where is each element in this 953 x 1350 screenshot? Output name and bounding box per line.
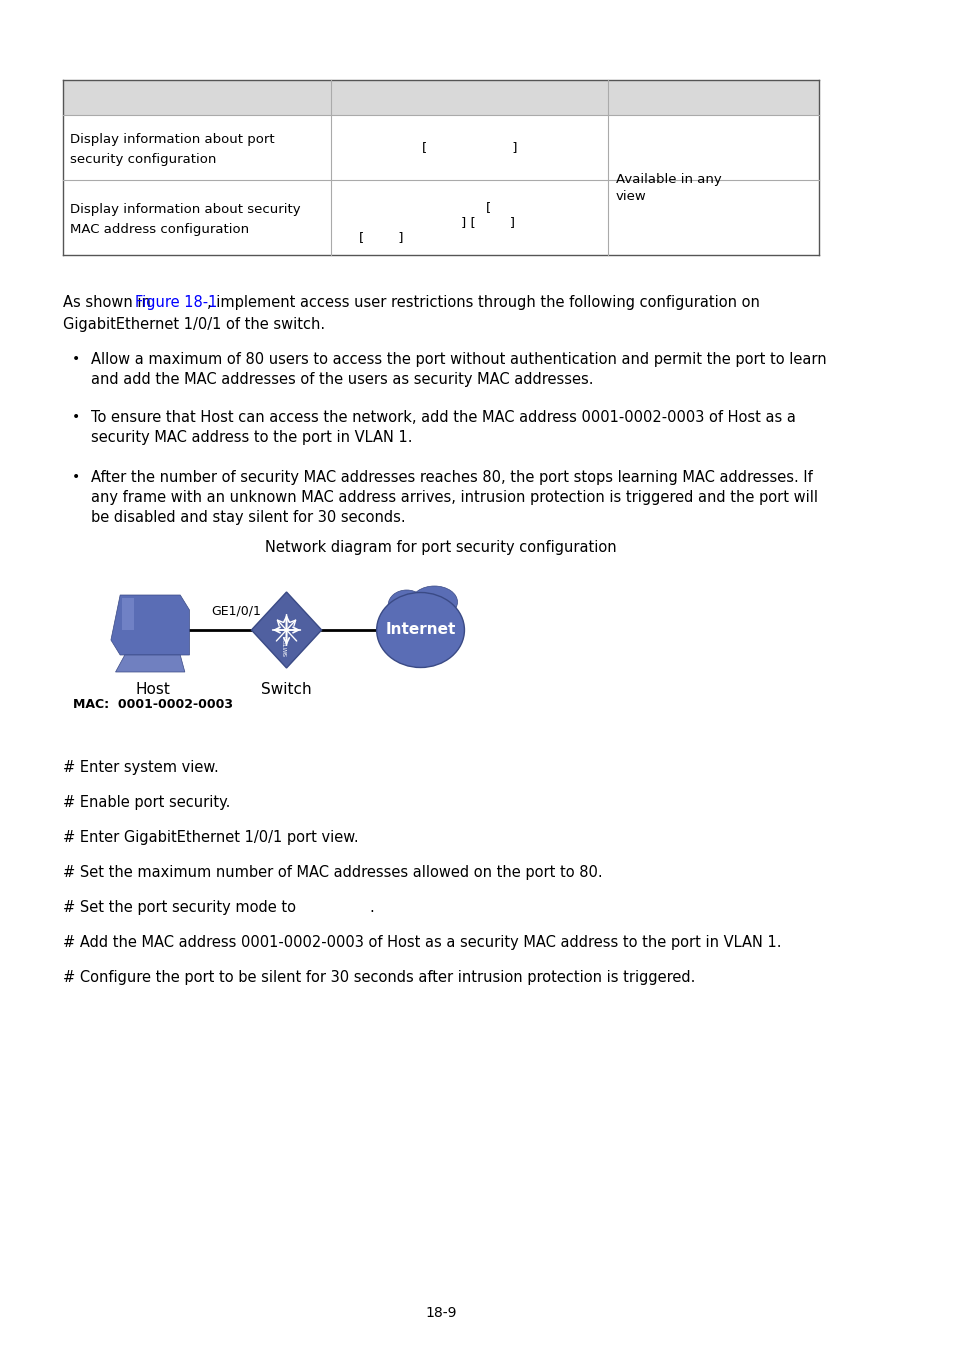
Text: # Set the port security mode to                .: # Set the port security mode to . [63, 900, 375, 915]
Text: # Set the maximum number of MAC addresses allowed on the port to 80.: # Set the maximum number of MAC addresse… [63, 865, 602, 880]
Text: Figure 18-1: Figure 18-1 [134, 296, 217, 310]
Text: , implement access user restrictions through the following configuration on: , implement access user restrictions thr… [207, 296, 760, 310]
Ellipse shape [385, 601, 417, 629]
Text: After the number of security MAC addresses reaches 80, the port stops learning M: After the number of security MAC address… [91, 470, 811, 485]
Text: •: • [72, 470, 80, 485]
Text: GigabitEthernet 1/0/1 of the switch.: GigabitEthernet 1/0/1 of the switch. [63, 317, 325, 332]
Text: [        ]: [ ] [358, 231, 403, 244]
Ellipse shape [376, 593, 464, 667]
Text: Host: Host [135, 682, 170, 697]
Polygon shape [252, 593, 321, 668]
Text: MAC:  0001-0002-0003: MAC: 0001-0002-0003 [72, 698, 233, 711]
Text: Switch: Switch [261, 682, 312, 697]
Text: ] [        ]: ] [ ] [460, 216, 515, 230]
Polygon shape [111, 595, 190, 655]
Text: Available in any: Available in any [615, 174, 720, 186]
Text: # Enter GigabitEthernet 1/0/1 port view.: # Enter GigabitEthernet 1/0/1 port view. [63, 830, 358, 845]
Text: # Enter system view.: # Enter system view. [63, 760, 218, 775]
Text: MAC address configuration: MAC address configuration [71, 223, 249, 236]
Polygon shape [122, 598, 133, 630]
Text: Display information about security: Display information about security [71, 202, 300, 216]
Text: security configuration: security configuration [71, 153, 216, 166]
Text: Network diagram for port security configuration: Network diagram for port security config… [265, 540, 616, 555]
Text: As shown in: As shown in [63, 296, 155, 310]
FancyBboxPatch shape [63, 80, 818, 115]
Text: [: [ [485, 201, 490, 215]
Text: Display information about port: Display information about port [71, 134, 274, 146]
Text: any frame with an unknown MAC address arrives, intrusion protection is triggered: any frame with an unknown MAC address ar… [91, 490, 817, 505]
Text: To ensure that Host can access the network, add the MAC address 0001-0002-0003 o: To ensure that Host can access the netwo… [91, 410, 795, 425]
Text: •: • [72, 410, 80, 424]
Text: view: view [615, 190, 645, 204]
Text: # Enable port security.: # Enable port security. [63, 795, 230, 810]
Text: •: • [72, 352, 80, 366]
Polygon shape [115, 655, 185, 672]
Text: security MAC address to the port in VLAN 1.: security MAC address to the port in VLAN… [91, 431, 412, 446]
Text: be disabled and stay silent for 30 seconds.: be disabled and stay silent for 30 secon… [91, 510, 405, 525]
Text: [                    ]: [ ] [421, 140, 517, 154]
Text: Internet: Internet [385, 622, 456, 637]
Text: # Configure the port to be silent for 30 seconds after intrusion protection is t: # Configure the port to be silent for 30… [63, 971, 695, 986]
Text: GE1/0/1: GE1/0/1 [211, 605, 260, 618]
Text: Allow a maximum of 80 users to access the port without authentication and permit: Allow a maximum of 80 users to access th… [91, 352, 825, 367]
Text: 18-9: 18-9 [425, 1305, 456, 1320]
Ellipse shape [411, 586, 457, 618]
Ellipse shape [388, 590, 425, 620]
Text: # Add the MAC address 0001-0002-0003 of Host as a security MAC address to the po: # Add the MAC address 0001-0002-0003 of … [63, 936, 781, 950]
Text: SWITCH: SWITCH [284, 634, 289, 656]
Text: and add the MAC addresses of the users as security MAC addresses.: and add the MAC addresses of the users a… [91, 373, 593, 387]
